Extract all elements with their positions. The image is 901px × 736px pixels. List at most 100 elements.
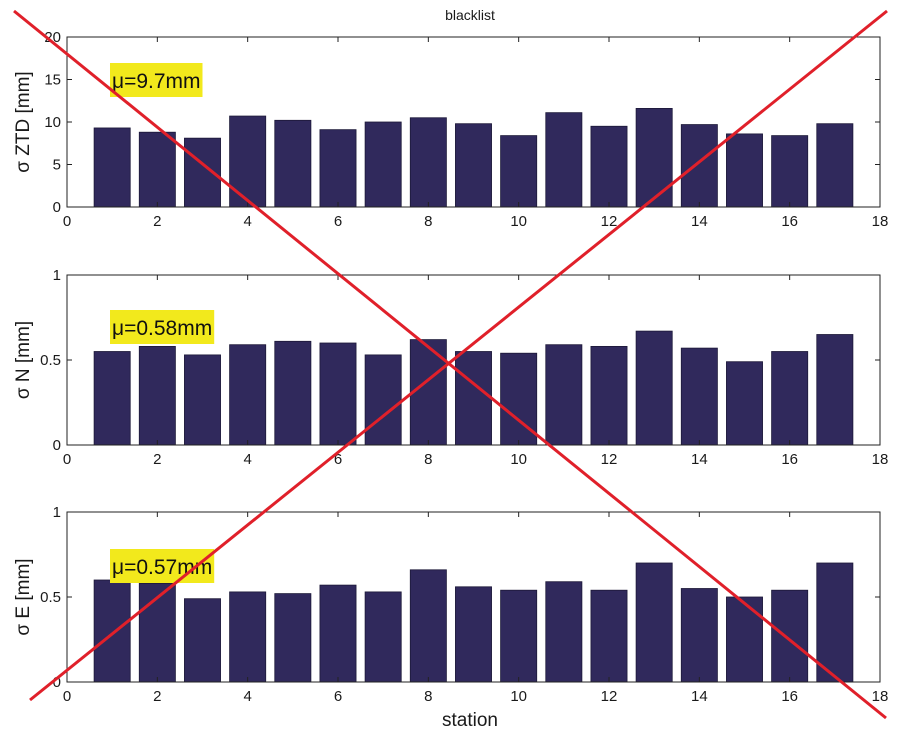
bar-station-11 [545,112,583,208]
bar-station-2 [138,131,176,208]
bar-station-6 [319,342,357,446]
bar-station-2 [138,583,176,683]
bar-station-13 [635,562,673,683]
bar-station-9 [455,123,492,208]
bar-station-4 [229,115,267,208]
bar-station-14 [680,588,718,683]
x-tick-label: 16 [781,213,798,230]
bar-station-15 [726,596,763,683]
y-tick-label: 0 [53,199,61,216]
bar-station-16 [771,135,809,208]
x-tick-label: 14 [691,213,708,230]
x-tick-label: 12 [601,451,618,468]
cross-line-2 [29,9,888,702]
bar-station-11 [545,581,583,683]
x-tick-label: 18 [872,688,889,705]
x-tick-label: 8 [424,213,432,230]
panel-2: 0 2 4 6 8 10 12 14 16 18 0 0.5 1 σ N [mm] μ=0.58mm [13,267,888,468]
x-tick-label: 2 [153,213,161,230]
y-tick-label: 0.5 [40,589,61,606]
mean-label-text: μ=0.58mm [112,317,212,340]
x-tick-label: 10 [510,213,527,230]
y-tick-label: 1 [53,267,61,284]
y-tick-label: 5 [53,157,61,174]
x-tick-label: 0 [63,213,71,230]
mean-label: μ=0.58mm [110,310,215,344]
y-tick-label: 0 [53,674,61,691]
x-tick-label: 0 [63,451,71,468]
y-axis-label: σ ZTD [mm] [13,71,34,172]
bar-station-4 [229,344,267,446]
x-tick-label: 18 [872,213,889,230]
y-axis-label: σ E [mm] [13,558,34,635]
x-tick-label: 8 [424,688,432,705]
bar-station-16 [771,589,809,683]
bar-station-5 [274,119,312,208]
y-tick-label: 1 [53,504,61,521]
figure-title: blacklist [445,7,495,23]
bar-station-9 [455,351,492,446]
mean-label-background [110,63,203,97]
y-tick-label: 20 [44,29,61,46]
bar-station-1 [93,579,131,683]
bar-station-1 [93,127,131,208]
mean-label-background [110,310,215,344]
bar-station-12 [590,589,628,683]
y-tick-label: 15 [44,72,61,89]
bar-station-8 [409,117,447,208]
bar-station-16 [771,351,809,446]
bar-station-14 [680,124,718,208]
bar-station-1 [93,351,131,446]
x-tick-label: 4 [243,688,251,705]
bar-station-17 [816,123,854,208]
bar-station-15 [726,133,763,208]
bar-station-14 [680,347,718,446]
x-tick-label: 16 [781,451,798,468]
bar-station-4 [229,591,267,683]
bar-station-15 [726,361,763,446]
bar-station-17 [816,562,854,683]
y-tick-label: 0 [53,437,61,454]
x-tick-label: 12 [601,688,618,705]
mean-label-text: μ=9.7mm [112,70,201,93]
x-tick-label: 6 [334,688,342,705]
y-tick-label: 10 [44,114,61,131]
mean-label: μ=9.7mm [110,63,203,97]
x-tick-label: 14 [691,688,708,705]
bar-station-6 [319,584,357,683]
x-tick-label: 10 [510,451,527,468]
bar-station-13 [635,330,673,446]
x-tick-label: 12 [601,213,618,230]
x-tick-label: 6 [334,451,342,468]
bar-station-7 [364,591,402,683]
x-tick-label: 4 [243,451,251,468]
bar-station-2 [138,345,176,446]
bar-station-12 [590,345,628,446]
bar-station-8 [409,569,447,683]
bar-station-10 [500,589,538,683]
bar-station-3 [184,354,221,446]
panel-1: 0 2 4 6 8 10 12 14 16 18 0 5 10 15 20 σ ZTD [mm] μ=9.7mm [13,29,888,230]
bar-station-17 [816,334,854,446]
bar-station-12 [590,125,628,208]
x-tick-label: 4 [243,213,251,230]
x-tick-label: 6 [334,213,342,230]
x-tick-label: 18 [872,451,889,468]
y-tick-label: 0.5 [40,352,61,369]
x-tick-label: 2 [153,688,161,705]
bar-station-7 [364,121,402,208]
bar-station-11 [545,344,583,446]
bar-station-7 [364,354,402,446]
cross-overlay [13,9,888,720]
bar-station-5 [274,593,312,683]
x-axis-label: station [442,710,498,731]
y-axis-label: σ N [mm] [13,321,34,399]
bar-station-9 [455,586,492,683]
bar-station-3 [184,598,221,683]
cross-line-1 [13,9,887,720]
x-tick-label: 8 [424,451,432,468]
bar-station-10 [500,135,538,208]
